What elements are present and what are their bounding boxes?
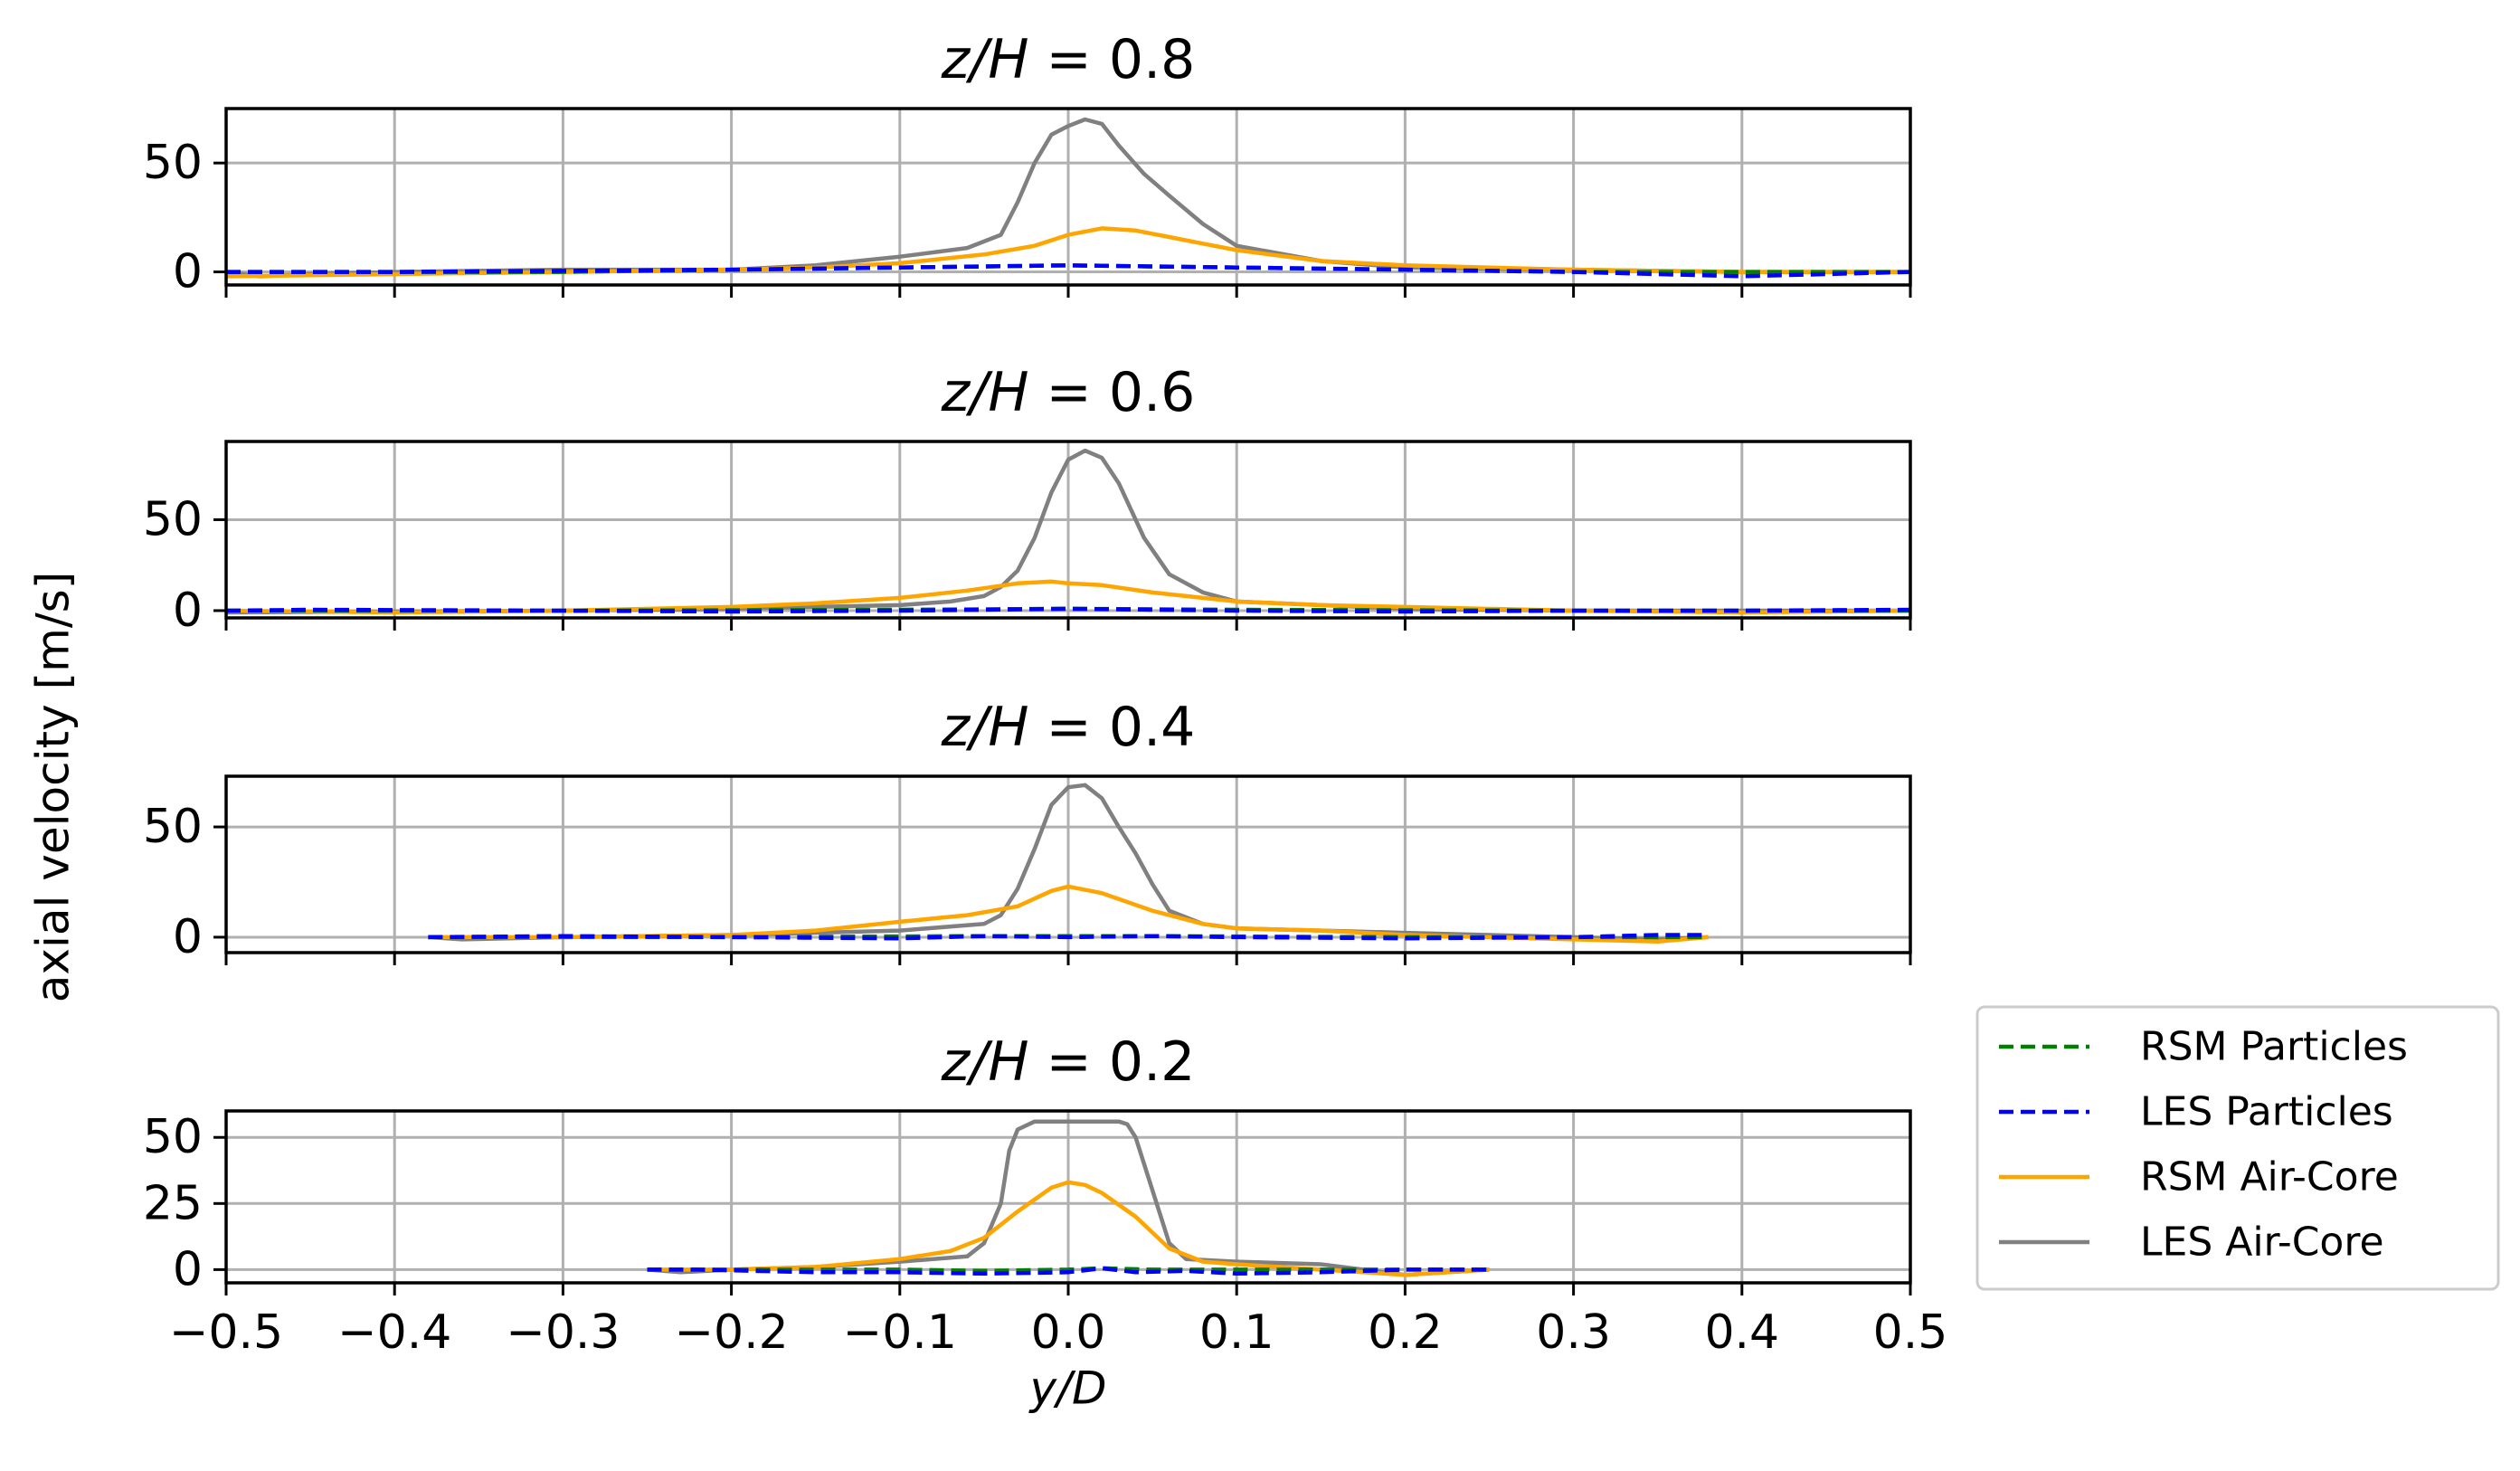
y-tick-label: 0 xyxy=(173,1242,203,1296)
series-line-rsm-air-core xyxy=(226,579,1910,615)
y-tick-label: 0 xyxy=(173,910,203,964)
subplot-panel: z/H = 0.4 0 50 xyxy=(143,696,1912,965)
series-line-les-particles xyxy=(226,263,1910,279)
x-tick-label: −0.1 xyxy=(843,1305,957,1360)
series-line-les-particles xyxy=(647,1266,1490,1276)
panel-title-equals: = xyxy=(1028,361,1108,424)
panel-title-equals: = xyxy=(1028,28,1108,91)
panel-title: z/H = 0.8 xyxy=(941,28,1196,91)
y-tick-label: 0 xyxy=(173,245,203,299)
panel-title-value: 0.6 xyxy=(1109,361,1195,424)
series-line-rsm-air-core xyxy=(647,1180,1490,1277)
legend-label: RSM Air-Core xyxy=(2140,1154,2399,1201)
y-tick-label: 25 xyxy=(143,1176,203,1230)
panel-title: z/H = 0.4 xyxy=(941,696,1196,759)
panel-title-variable: z/H xyxy=(941,28,1029,91)
panel-title-equals: = xyxy=(1028,1030,1108,1094)
axes-frame xyxy=(224,1109,1912,1285)
panel-title-variable: z/H xyxy=(941,696,1029,759)
x-tick-label: 0.1 xyxy=(1199,1305,1274,1360)
series-line-les-particles xyxy=(226,606,1910,614)
panel-title-value: 0.4 xyxy=(1109,696,1195,759)
panel-title-variable: z/H xyxy=(941,361,1029,424)
legend: RSM Particles LES Particles RSM Air-Core LE… xyxy=(1975,1005,2500,1291)
y-tick-label: 0 xyxy=(173,584,203,638)
panel-title-variable: z/H xyxy=(941,1030,1029,1094)
axes-frame xyxy=(224,107,1912,287)
shared-y-axis-label: axial velocity [m/s] xyxy=(27,572,80,1002)
x-tick-label: 0.2 xyxy=(1368,1305,1443,1360)
panel-title-value: 0.2 xyxy=(1109,1030,1195,1094)
subplot-panel: z/H = 0.2 −0.5 −0.4 −0.3 −0.2 −0.1 0.0 0.1 0.2 0.… xyxy=(143,1030,1948,1360)
panel-title-value: 0.8 xyxy=(1109,28,1195,91)
x-tick-label: −0.4 xyxy=(337,1305,451,1360)
y-tick-label: 50 xyxy=(143,136,203,190)
x-tick-label: 0.4 xyxy=(1704,1305,1779,1360)
legend-label: RSM Particles xyxy=(2140,1024,2408,1070)
x-tick-label: −0.5 xyxy=(169,1305,283,1360)
y-tick-label: 50 xyxy=(143,1110,203,1164)
series-line-les-particles xyxy=(428,933,1709,941)
panel-title-equals: = xyxy=(1028,696,1108,759)
subplot-panel: z/H = 0.8 0 50 xyxy=(143,28,1912,299)
panel-title: z/H = 0.2 xyxy=(941,1030,1196,1094)
legend-box xyxy=(1975,1005,2500,1291)
x-tick-label: 0.0 xyxy=(1031,1305,1106,1360)
subplot-panel: z/H = 0.6 0 50 xyxy=(143,361,1912,638)
axes-frame xyxy=(224,440,1912,620)
x-tick-label: −0.3 xyxy=(506,1305,620,1360)
y-tick-label: 50 xyxy=(143,800,203,854)
x-tick-label: 0.3 xyxy=(1536,1305,1611,1360)
x-axis-label: y/D xyxy=(1028,1362,1107,1415)
x-tick-label: 0.5 xyxy=(1873,1305,1948,1360)
x-tick-label: −0.2 xyxy=(674,1305,788,1360)
legend-label: LES Air-Core xyxy=(2140,1220,2384,1266)
legend-label: LES Particles xyxy=(2140,1089,2393,1135)
axes-frame xyxy=(224,774,1912,954)
panel-title: z/H = 0.6 xyxy=(941,361,1196,424)
y-tick-label: 50 xyxy=(143,492,203,546)
